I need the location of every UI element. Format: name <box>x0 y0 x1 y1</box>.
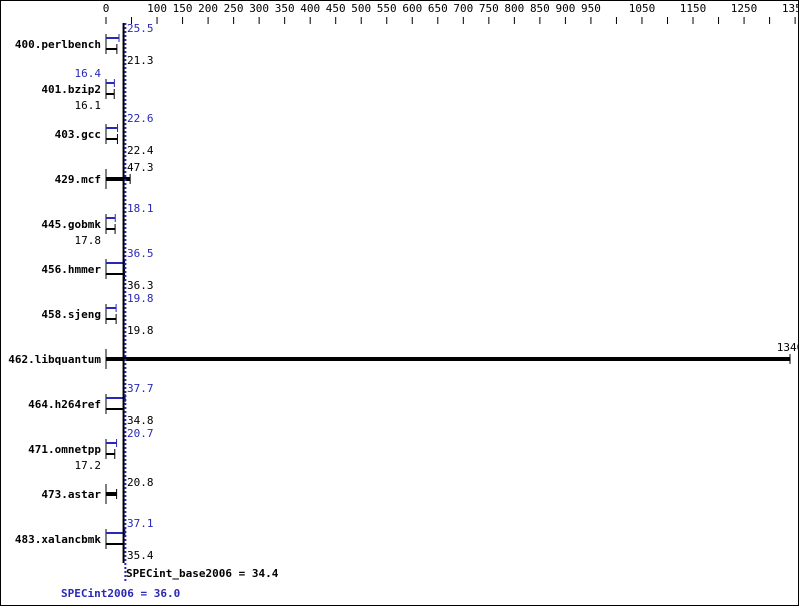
peak-value-label: 36.5 <box>127 247 154 260</box>
base-mean-label: SPECint_base2006 = 34.4 <box>126 567 279 580</box>
base-value-label: 16.1 <box>75 99 102 112</box>
tick-label: 200 <box>198 2 218 15</box>
category-label: 462.libquantum <box>8 353 101 366</box>
tick-label: 800 <box>504 2 524 15</box>
peak-value-label: 20.7 <box>127 427 154 440</box>
category-label: 456.hmmer <box>41 263 101 276</box>
category-label: 400.perlbench <box>15 38 101 51</box>
base-value-label: 19.8 <box>127 324 154 337</box>
category-label: 483.xalancbmk <box>15 533 101 546</box>
tick-label: 850 <box>530 2 550 15</box>
category-label: 445.gobmk <box>41 218 101 231</box>
peak-value-label: 37.7 <box>127 382 154 395</box>
base-value-label: 22.4 <box>127 144 154 157</box>
peak-value-label: 37.1 <box>127 517 154 530</box>
category-label: 401.bzip2 <box>41 83 101 96</box>
tick-label: 550 <box>377 2 397 15</box>
peak-value-label: 19.8 <box>127 292 154 305</box>
tick-label: 100 <box>147 2 167 15</box>
peak-value-label: 16.4 <box>75 67 102 80</box>
base-value-label: 34.8 <box>127 414 154 427</box>
peak-value-label: 25.5 <box>127 22 154 35</box>
base-value-label: 47.3 <box>127 161 154 174</box>
category-label: 464.h264ref <box>28 398 101 411</box>
base-value-label: 20.8 <box>127 476 154 489</box>
tick-label: 900 <box>555 2 575 15</box>
tick-label: 400 <box>300 2 320 15</box>
base-value-label: 36.3 <box>127 279 154 292</box>
tick-label: 250 <box>224 2 244 15</box>
tick-label: 1250 <box>731 2 758 15</box>
tick-label: 450 <box>326 2 346 15</box>
category-label: 403.gcc <box>55 128 101 141</box>
peak-value-label: 22.6 <box>127 112 154 125</box>
tick-label: 150 <box>173 2 193 15</box>
tick-label: 300 <box>249 2 269 15</box>
category-label: 429.mcf <box>55 173 101 186</box>
tick-label: 600 <box>402 2 422 15</box>
base-value-label: 35.4 <box>127 549 154 562</box>
peak-value-label: 18.1 <box>127 202 154 215</box>
tick-label: 350 <box>275 2 295 15</box>
tick-label: 750 <box>479 2 499 15</box>
base-value-label: 17.8 <box>75 234 102 247</box>
tick-label: 500 <box>351 2 371 15</box>
tick-label: 650 <box>428 2 448 15</box>
tick-label: 700 <box>453 2 473 15</box>
tick-label: 1050 <box>629 2 656 15</box>
category-label: 473.astar <box>41 488 101 501</box>
tick-label: 0 <box>103 2 110 15</box>
tick-label: 1150 <box>680 2 707 15</box>
tick-label: 950 <box>581 2 601 15</box>
tick-label: 1350 <box>782 2 798 15</box>
category-label: 471.omnetpp <box>28 443 101 456</box>
category-label: 458.sjeng <box>41 308 101 321</box>
peak-mean-label: SPECint2006 = 36.0 <box>61 587 180 600</box>
base-value-label: 17.2 <box>75 459 102 472</box>
base-value-label: 21.3 <box>127 54 154 67</box>
